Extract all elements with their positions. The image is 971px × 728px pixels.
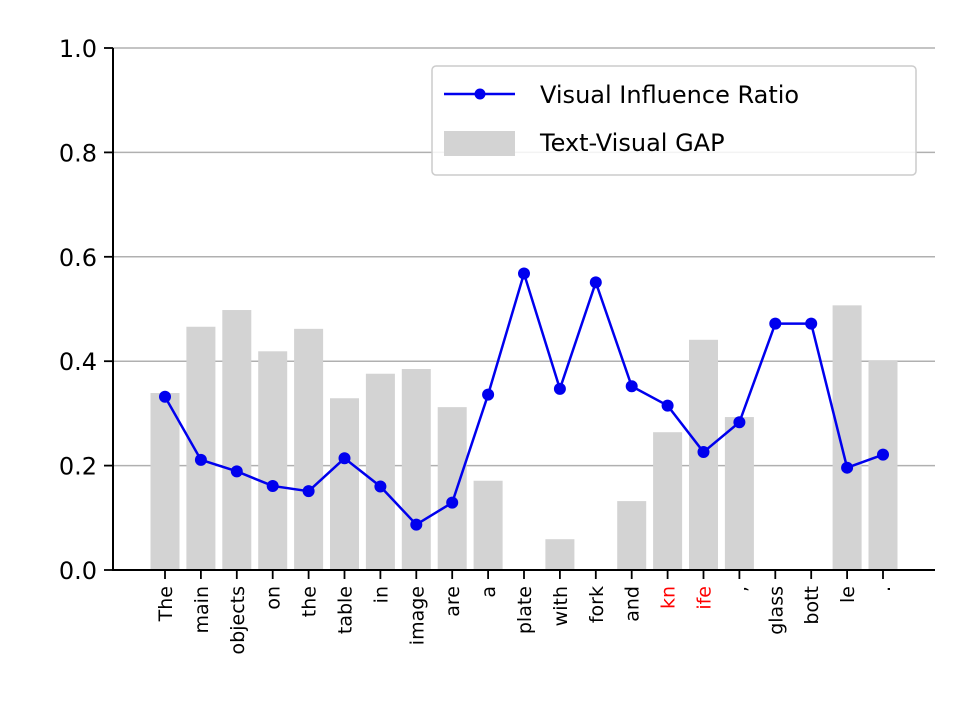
ratio-point-11 (553, 382, 566, 395)
legend-bar-swatch (444, 131, 515, 156)
ratio-point-6 (374, 480, 387, 493)
x-axis-ticks: The main objects on the table in image are a plate… (155, 570, 895, 654)
gap-bar-19 (832, 305, 862, 570)
ratio-point-1 (194, 453, 207, 466)
x-tick-label-20: . (873, 586, 895, 592)
x-tick-label-6: in (370, 586, 392, 603)
x-tick-label-2: objects (227, 586, 249, 654)
x-tick-label-4: the (299, 586, 321, 617)
x-tick-label-17: glass (765, 586, 787, 635)
ratio-point-3 (266, 479, 279, 492)
y-tick-label: 0.8 (59, 139, 97, 167)
y-tick-label: 0.6 (59, 244, 97, 272)
x-tick-label-8: are (442, 586, 464, 617)
x-tick-label-13: and (622, 586, 644, 622)
x-tick-label-11: with (550, 586, 572, 626)
x-tick-label-12: fork (586, 586, 608, 623)
gap-bar-2 (222, 310, 252, 570)
ratio-point-19 (841, 461, 854, 474)
legend-line-marker (474, 88, 486, 100)
ratio-point-12 (589, 276, 602, 289)
ratio-point-8 (446, 496, 459, 509)
gap-bar-11 (545, 539, 575, 570)
ratio-point-0 (159, 390, 171, 403)
gap-bar-13 (617, 501, 647, 570)
x-tick-label-7: image (406, 586, 428, 645)
ratio-point-13 (625, 380, 638, 393)
x-tick-label-15: ife (694, 586, 716, 610)
y-tick-label: 0.2 (59, 453, 97, 481)
gap-bar-7 (401, 369, 431, 570)
legend-label-gap: Text-Visual GAP (539, 129, 725, 157)
ratio-point-5 (338, 452, 351, 465)
gap-bar-9 (473, 480, 503, 570)
x-tick-label-14: kn (658, 586, 680, 609)
x-tick-label-0: The (155, 586, 177, 622)
ratio-point-10 (518, 267, 530, 280)
gap-bars (150, 305, 898, 570)
ratio-point-9 (482, 388, 495, 401)
gap-bar-16 (724, 417, 754, 570)
gap-bar-14 (653, 432, 683, 570)
x-tick-label-16: , (729, 586, 751, 592)
gap-bar-0 (150, 393, 180, 570)
x-tick-label-18: bott (801, 586, 823, 625)
gap-bar-5 (330, 398, 359, 570)
gap-bar-4 (294, 328, 324, 570)
gap-bar-3 (258, 351, 288, 570)
y-tick-label: 0.0 (59, 557, 97, 585)
x-tick-label-1: main (191, 586, 213, 633)
legend: Visual Influence Ratio Text-Visual GAP (431, 65, 917, 176)
legend-label-ratio: Visual Influence Ratio (540, 81, 799, 109)
ratio-point-20 (877, 448, 889, 461)
gap-bar-20 (868, 360, 898, 570)
ratio-point-18 (805, 317, 818, 330)
y-axis-ticks: 0.0 0.2 0.4 0.6 0.8 1.0 (59, 35, 113, 585)
x-tick-label-9: a (478, 586, 500, 598)
ratio-point-16 (733, 416, 746, 429)
x-tick-label-19: le (837, 586, 859, 603)
ratio-point-17 (769, 317, 782, 330)
ratio-point-14 (661, 399, 674, 412)
ratio-point-4 (302, 485, 315, 498)
x-tick-label-10: plate (514, 586, 536, 634)
gap-bar-6 (365, 373, 395, 570)
ratio-line (159, 267, 889, 531)
y-tick-label: 1.0 (59, 35, 97, 63)
ratio-point-2 (230, 465, 243, 478)
legend-box (431, 65, 917, 176)
x-tick-label-5: table (335, 586, 357, 634)
gap-bar-8 (437, 407, 467, 570)
ratio-point-7 (410, 518, 423, 531)
y-tick-label: 0.4 (59, 348, 97, 376)
ratio-point-15 (697, 446, 710, 459)
gap-bar-1 (186, 326, 216, 570)
x-tick-label-3: on (263, 586, 285, 610)
